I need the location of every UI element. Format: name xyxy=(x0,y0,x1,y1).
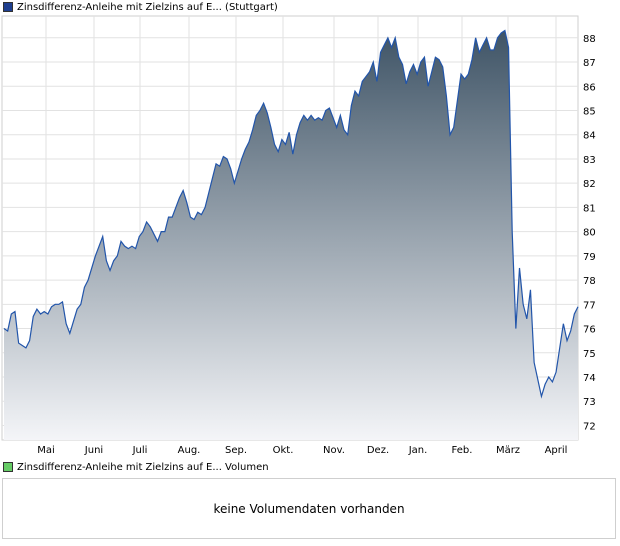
y-tick-label: 80 xyxy=(583,228,596,239)
y-tick-label: 86 xyxy=(583,82,596,93)
y-tick-label: 82 xyxy=(583,179,596,190)
x-tick-label: Jan. xyxy=(408,445,428,456)
x-tick-label: Feb. xyxy=(452,445,473,456)
x-tick-label: April xyxy=(545,445,568,456)
y-tick-label: 74 xyxy=(583,373,596,384)
y-tick-label: 85 xyxy=(583,106,596,117)
volume-panel: keine Volumendaten vorhanden xyxy=(2,478,616,539)
y-tick-label: 84 xyxy=(583,131,596,142)
y-tick-label: 75 xyxy=(583,349,596,360)
x-tick-label: Aug. xyxy=(178,445,201,456)
x-tick-label: Okt. xyxy=(273,445,294,456)
price-legend: Zinsdifferenz-Anleihe mit Zielzins auf E… xyxy=(3,0,278,14)
y-tick-label: 76 xyxy=(583,325,596,336)
price-legend-swatch xyxy=(3,2,13,12)
x-tick-label: Juni xyxy=(84,445,103,456)
x-tick-label: Nov. xyxy=(323,445,345,456)
price-chart: 72 73 74 75 76 77 78 79 80 81 82 83 84 85 86 87 88 Mai Ju… xyxy=(1,15,596,456)
y-tick-label: 88 xyxy=(583,34,596,45)
price-legend-label: Zinsdifferenz-Anleihe mit Zielzins auf E… xyxy=(17,1,278,13)
volume-legend: Zinsdifferenz-Anleihe mit Zielzins auf E… xyxy=(3,460,269,474)
y-tick-label: 87 xyxy=(583,58,596,69)
price-line xyxy=(3,29,579,399)
y-tick-label: 81 xyxy=(583,203,596,214)
y-tick-label: 72 xyxy=(583,421,596,432)
volume-legend-swatch xyxy=(3,462,13,472)
y-tick-label: 83 xyxy=(583,155,596,166)
volume-legend-label: Zinsdifferenz-Anleihe mit Zielzins auf E… xyxy=(17,461,269,473)
price-area-fill xyxy=(4,30,578,440)
x-tick-label: Dez. xyxy=(367,445,389,456)
y-tick-label: 78 xyxy=(583,276,596,287)
x-tick-label: Mai xyxy=(37,445,55,456)
x-tick-label: Sep. xyxy=(225,445,247,456)
y-tick-label: 77 xyxy=(583,300,596,311)
x-tick-label: März xyxy=(496,445,520,456)
y-tick-label: 79 xyxy=(583,252,596,263)
volume-empty-message: keine Volumendaten vorhanden xyxy=(213,501,405,516)
x-tick-label: Juli xyxy=(132,445,148,456)
y-tick-label: 73 xyxy=(583,397,596,408)
